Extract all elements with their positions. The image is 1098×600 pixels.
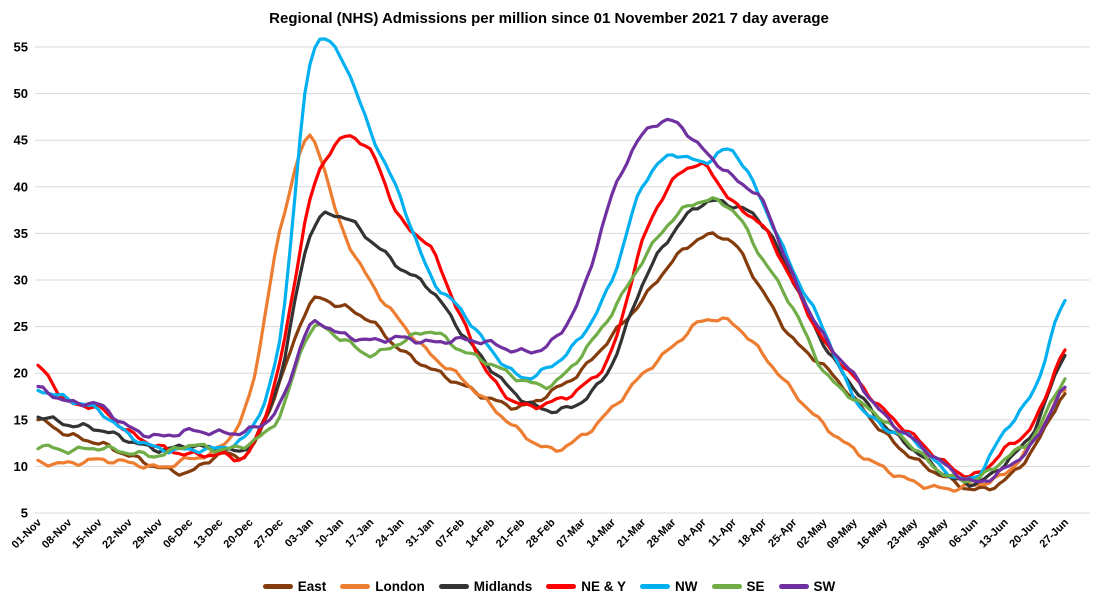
series-line-east [36, 231, 1067, 492]
x-axis-tick-label: 18-Apr [736, 516, 770, 550]
legend-item-london: London [340, 579, 425, 594]
legend-item-midlands: Midlands [438, 579, 533, 594]
legend-label: SW [813, 579, 836, 594]
x-axis-tick-label: 04-Apr [676, 516, 710, 550]
legend-item-sw: SW [778, 579, 836, 594]
legend-label: SE [746, 579, 765, 594]
legend-swatch [546, 584, 577, 589]
legend-swatch [711, 584, 742, 589]
y-axis-tick-label: 30 [14, 273, 28, 288]
legend-label: NE & Y [581, 579, 627, 594]
x-axis-tick-label: 21-Feb [494, 516, 528, 550]
legend-item-se: SE [711, 579, 765, 594]
x-axis-tick-label: 28-Mar [645, 516, 679, 550]
x-axis-tick-label: 22-Nov [100, 516, 135, 551]
x-axis-tick-label: 11-Apr [706, 516, 739, 549]
x-axis-tick-label: 20-Jun [1007, 516, 1041, 550]
x-axis-tick-label: 23-May [885, 516, 920, 551]
legend-swatch [778, 584, 809, 589]
legend-swatch [438, 584, 469, 589]
legend-item-nw: NW [640, 579, 698, 594]
y-axis-tick-label: 50 [14, 86, 28, 101]
x-axis-tick-label: 30-May [915, 516, 950, 551]
y-axis-tick-label: 5 [21, 506, 28, 521]
x-axis-tick-label: 08-Nov [40, 516, 75, 551]
y-axis-tick-label: 10 [14, 459, 28, 474]
x-axis-tick-label: 28-Feb [524, 516, 558, 550]
y-axis-tick-label: 40 [14, 179, 28, 194]
x-axis-tick-label: 27-Jun [1038, 516, 1072, 550]
y-axis-tick-label: 25 [14, 319, 28, 334]
legend-label: London [375, 579, 425, 594]
x-axis-tick-label: 14-Mar [584, 516, 618, 550]
legend-item-ne-y: NE & Y [546, 579, 626, 594]
x-axis-tick-label: 07-Feb [433, 516, 467, 550]
y-axis-tick-label: 35 [14, 226, 28, 241]
legend-swatch [640, 584, 671, 589]
series-line-ne-y [36, 134, 1067, 479]
x-axis-tick-label: 07-Mar [554, 516, 588, 550]
x-axis-tick-label: 13-Jun [977, 516, 1011, 550]
x-axis-tick-label: 01-Nov [10, 516, 45, 551]
x-axis-tick-label: 13-Dec [191, 517, 225, 551]
legend-label: East [297, 579, 327, 594]
x-axis-tick-label: 27-Dec [252, 517, 286, 551]
x-axis-tick-label: 29-Nov [131, 516, 166, 551]
x-axis-tick-label: 24-Jan [373, 516, 406, 549]
x-axis-tick-label: 06-Dec [161, 517, 195, 551]
x-axis-tick-label: 25-Apr [766, 516, 800, 550]
x-axis-tick-label: 06-Jun [947, 516, 981, 550]
x-axis-tick-label: 20-Dec [222, 517, 256, 551]
x-axis-tick-label: 21-Mar [615, 516, 649, 550]
x-axis-tick-label: 16-May [855, 516, 890, 551]
y-axis-tick-label: 55 [14, 40, 28, 55]
legend-swatch [340, 584, 371, 589]
x-axis-tick-label: 15-Nov [70, 516, 105, 551]
legend-label: NW [675, 579, 698, 594]
x-axis-tick-label: 09-May [825, 516, 860, 551]
chart-title: Regional (NHS) Admissions per million si… [269, 10, 829, 27]
x-axis-tick-label: 14-Feb [464, 516, 498, 550]
y-axis-tick-label: 45 [14, 133, 28, 148]
legend-swatch [262, 584, 293, 589]
series-line-midlands [36, 198, 1067, 488]
chart-legend: East London Midlands NE & Y NW SE SW [0, 579, 1098, 594]
y-axis-tick-label: 20 [14, 366, 28, 381]
legend-label: Midlands [473, 579, 533, 594]
x-axis-tick-label: 17-Jan [343, 516, 376, 549]
x-axis-tick-label: 31-Jan [404, 516, 437, 549]
x-axis-tick-label: 03-Jan [283, 516, 316, 549]
x-axis-tick-label: 10-Jan [313, 516, 346, 549]
y-axis-tick-label: 15 [14, 412, 28, 427]
legend-item-east: East [262, 579, 327, 594]
x-axis-tick-label: 02-May [795, 516, 830, 551]
series-line-sw [36, 117, 1067, 484]
